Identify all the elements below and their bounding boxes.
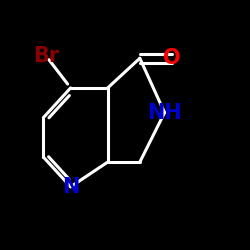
- Text: O: O: [163, 48, 181, 68]
- Text: Br: Br: [33, 46, 59, 66]
- Text: NH: NH: [147, 103, 182, 123]
- Text: N: N: [62, 177, 79, 197]
